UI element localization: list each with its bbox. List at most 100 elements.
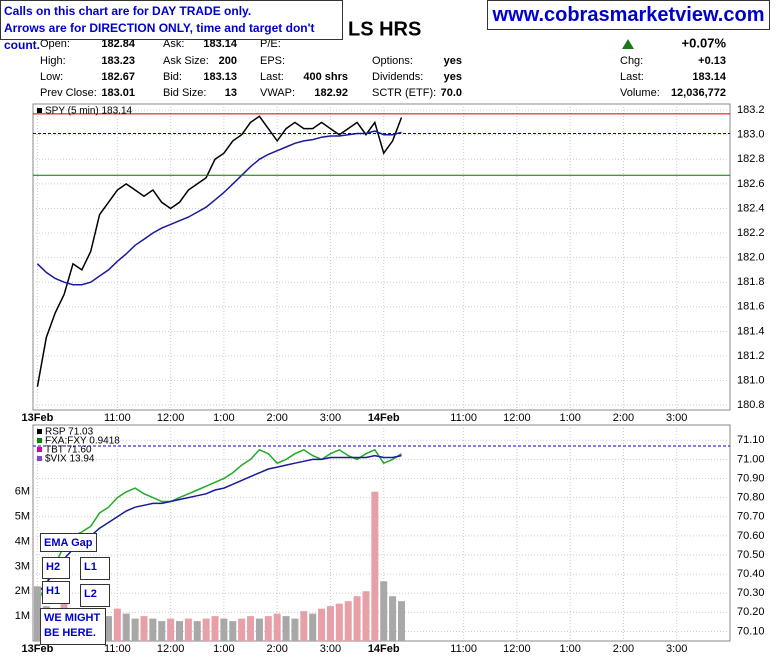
quote-label: Options: [372,55,413,67]
volume-bar [193,621,201,641]
x-tick-label: 3:00 [666,643,687,655]
quote-label: P/E: [260,38,281,50]
volume-bar [247,616,255,641]
x-tick-label: 11:00 [104,643,131,655]
x-tick-label: 11:00 [450,412,477,424]
price-line [36,448,402,604]
quote-label: Low: [40,71,63,83]
quote-label: VWAP: [260,87,295,99]
quote-value: 13 [225,87,237,99]
notice-line: Arrows are for DIRECTION ONLY, time and … [4,21,315,52]
y-tick-label: 70.10 [737,625,765,637]
quote-value: 182.92 [314,87,348,99]
change-pct: +0.07% [682,35,727,50]
volume-bar [309,613,317,641]
legend-label: RSP 71.03 [45,427,94,438]
volume-bar [176,621,184,641]
y-tick-label: 70.30 [737,587,765,599]
y2-tick-label: 4M [15,535,30,547]
volume-bar [140,616,148,641]
volume-bar [220,618,228,641]
y-tick-label: 182.4 [737,202,765,214]
y-tick-label: 183.2 [737,104,765,116]
up-arrow [622,39,634,49]
quote-label: Ask: [163,38,184,50]
quote-value: 183.14 [692,71,727,83]
quote-value: 182.67 [101,71,135,83]
y2-tick-label: 1M [15,610,30,622]
notice-line: Calls on this chart are for DAY TRADE on… [4,4,252,18]
y-tick-label: 70.50 [737,549,765,561]
volume-bar [389,596,397,641]
volume-bar [353,596,361,641]
volume-bar [113,608,121,641]
price-line [36,454,402,594]
x-tick-label: 14Feb [368,643,400,655]
x-tick-label: 1:00 [559,412,580,424]
x-tick-label: 2:00 [613,643,634,655]
volume-bar [318,608,326,641]
y2-tick-label: 3M [15,560,30,572]
y-tick-label: 70.70 [737,511,765,523]
volume-bar [158,621,166,641]
y-tick-label: 181.8 [737,276,765,288]
volume-bar [344,601,352,641]
annotation: L2 [80,584,110,607]
volume-bar [202,618,210,641]
x-tick-label: 12:00 [157,643,185,655]
legend-swatch [37,438,42,443]
x-tick-label: 3:00 [320,412,341,424]
price-line [36,130,402,286]
volume-bar [362,591,370,641]
volume-bar [255,618,263,641]
x-tick-label: 14Feb [368,412,400,424]
volume-bar [326,606,334,641]
quote-value: 182.84 [101,38,136,50]
plot-frame [32,103,731,411]
site-box: www.cobrasmarketview.com [487,0,770,30]
quote-label: Last: [260,71,284,83]
y-tick-label: 180.8 [737,399,765,411]
quote-label: SCTR (ETF): [372,87,436,99]
y-tick-label: 181.0 [737,374,765,386]
quote-value: 183.01 [101,87,135,99]
y-tick-label: 71.00 [737,453,765,465]
quote-label: Open: [40,38,70,50]
quote-value: yes [444,71,462,83]
x-tick-label: 1:00 [213,412,234,424]
volume-bar [33,586,41,641]
volume-bar [122,613,130,641]
volume-bar [149,618,157,641]
x-tick-label: 1:00 [559,643,580,655]
annotation: H2 [42,557,70,579]
quote-label: Dividends: [372,71,423,83]
y2-tick-label: 2M [15,585,30,597]
volume-bar [229,621,237,641]
volume-bar [397,601,405,641]
volume-bar [184,618,192,641]
x-tick-label: 12:00 [503,412,531,424]
volume-bar [371,491,379,641]
legend-swatch [37,447,42,452]
x-tick-label: 2:00 [266,412,287,424]
quote-value: yes [444,55,462,67]
legend-label: FXA:FXY 0.9418 [45,436,120,447]
y-tick-label: 71.10 [737,434,765,446]
x-tick-label: 3:00 [666,412,687,424]
x-tick-label: 13Feb [22,643,54,655]
quote-value: 200 [219,55,237,67]
y-tick-label: 70.60 [737,530,765,542]
title: LS HRS [348,18,421,40]
quote-label: Bid: [163,71,182,83]
annotation: L1 [80,557,110,580]
quote-value: 12,036,772 [671,87,726,99]
x-tick-label: 2:00 [613,412,634,424]
quote-label: High: [40,55,66,67]
x-tick-label: 11:00 [104,412,131,424]
x-tick-label: 13Feb [22,412,54,424]
legend-label: $VIX 13.94 [45,454,95,465]
x-tick-label: 2:00 [266,643,287,655]
y2-tick-label: 6M [15,486,30,498]
